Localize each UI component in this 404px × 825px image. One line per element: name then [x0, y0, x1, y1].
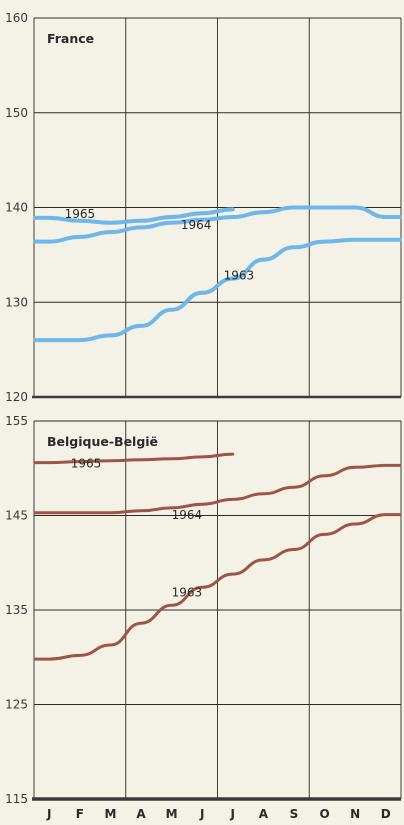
y-tick-label: 150 — [5, 106, 28, 120]
y-tick-label: 130 — [5, 295, 28, 309]
x-tick-label: S — [290, 807, 299, 821]
series-label-1965: 1965 — [65, 207, 96, 221]
y-tick-label: 140 — [5, 201, 28, 215]
y-tick-label: 145 — [5, 509, 28, 523]
y-tick-label: 135 — [5, 603, 28, 617]
y-tick-label: 155 — [5, 414, 28, 428]
panel-title: France — [47, 31, 94, 46]
x-tick-label: J — [199, 807, 204, 821]
series-line-1963 — [33, 237, 402, 343]
x-tick-label: J — [46, 807, 51, 821]
x-tick-label: F — [76, 807, 84, 821]
series-label-1963: 1963 — [224, 269, 255, 283]
y-tick-label: 125 — [5, 698, 28, 712]
x-tick-label: M — [104, 807, 116, 821]
x-tick-label: A — [136, 807, 146, 821]
y-tick-label: 115 — [5, 792, 28, 806]
x-tick-label: O — [319, 807, 329, 821]
series-label-1965: 1965 — [71, 457, 102, 471]
series-label-1964: 1964 — [181, 218, 212, 232]
series-label-1964: 1964 — [172, 508, 203, 522]
panel-title: Belgique-België — [47, 434, 158, 449]
x-tick-label: M — [166, 807, 178, 821]
series-line-1964 — [33, 205, 402, 244]
y-tick-label: 160 — [5, 11, 28, 25]
x-tick-label: D — [381, 807, 391, 821]
series-line-1964 — [33, 463, 402, 515]
series-line-1965 — [33, 452, 235, 465]
series-label-1963: 1963 — [172, 585, 203, 599]
series-line-1963 — [33, 513, 402, 661]
x-tick-label: N — [350, 807, 360, 821]
x-tick-label: A — [259, 807, 269, 821]
y-tick-label: 120 — [5, 390, 28, 404]
series-line-1965 — [33, 207, 235, 225]
x-tick-label: J — [230, 807, 235, 821]
